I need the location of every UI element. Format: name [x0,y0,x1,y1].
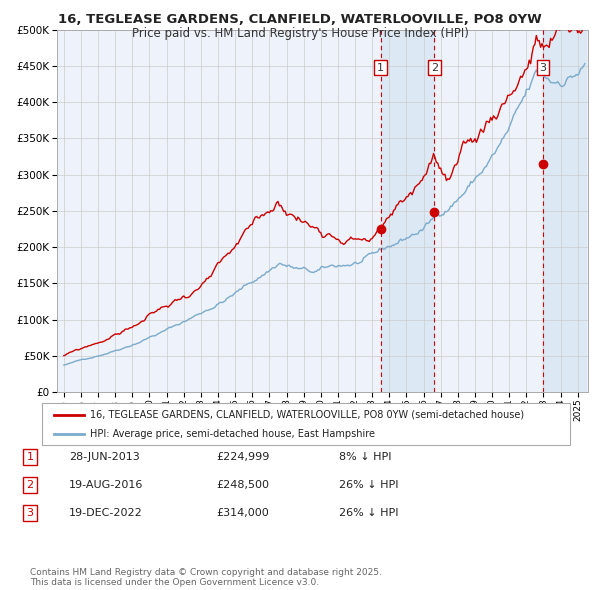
Text: 26% ↓ HPI: 26% ↓ HPI [339,508,398,517]
Text: £248,500: £248,500 [216,480,269,490]
Text: 16, TEGLEASE GARDENS, CLANFIELD, WATERLOOVILLE, PO8 0YW (semi-detached house): 16, TEGLEASE GARDENS, CLANFIELD, WATERLO… [90,410,524,420]
Text: 19-DEC-2022: 19-DEC-2022 [69,508,143,517]
Bar [380,30,434,392]
Text: 8% ↓ HPI: 8% ↓ HPI [339,453,391,462]
Text: £224,999: £224,999 [216,453,269,462]
Text: 16, TEGLEASE GARDENS, CLANFIELD, WATERLOOVILLE, PO8 0YW: 16, TEGLEASE GARDENS, CLANFIELD, WATERLO… [58,13,542,26]
Text: 1: 1 [377,63,384,73]
Text: Contains HM Land Registry data © Crown copyright and database right 2025.
This d: Contains HM Land Registry data © Crown c… [30,568,382,587]
Text: 2: 2 [431,63,438,73]
Text: £314,000: £314,000 [216,508,269,517]
Text: 1: 1 [26,453,34,462]
Text: 3: 3 [539,63,547,73]
Text: 26% ↓ HPI: 26% ↓ HPI [339,480,398,490]
Text: HPI: Average price, semi-detached house, East Hampshire: HPI: Average price, semi-detached house,… [90,428,375,438]
Text: 2: 2 [26,480,34,490]
Text: 3: 3 [26,508,34,517]
Bar [543,30,586,392]
Text: 19-AUG-2016: 19-AUG-2016 [69,480,143,490]
Text: Price paid vs. HM Land Registry's House Price Index (HPI): Price paid vs. HM Land Registry's House … [131,27,469,40]
Text: 28-JUN-2013: 28-JUN-2013 [69,453,140,462]
